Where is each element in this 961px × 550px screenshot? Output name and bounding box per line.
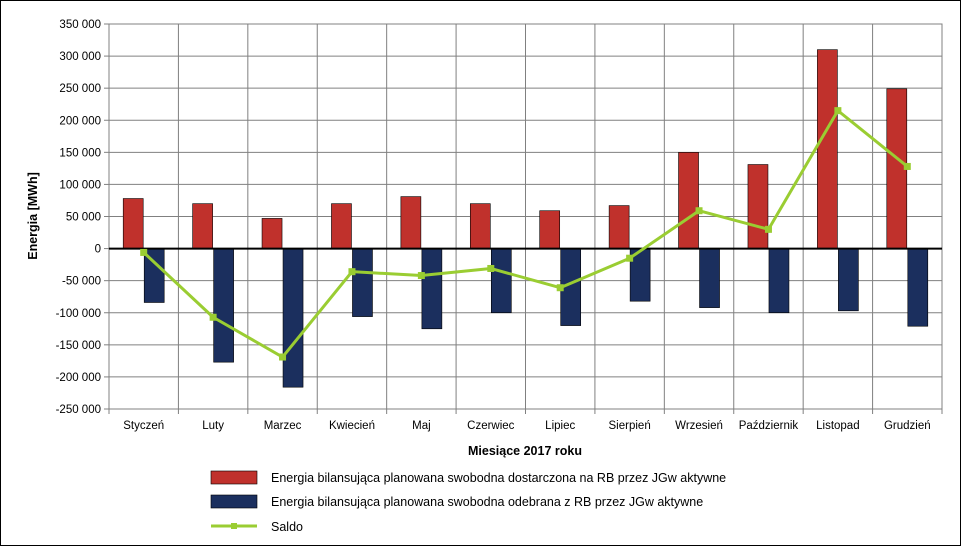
x-tick-label: Maj bbox=[412, 420, 431, 432]
bar-delivered bbox=[608, 205, 630, 249]
bar-delivered bbox=[192, 203, 213, 249]
legend: Energia bilansująca planowana swobodna d… bbox=[210, 470, 726, 534]
bar-received bbox=[282, 248, 304, 388]
y-tick-label: 300 000 bbox=[59, 51, 101, 63]
x-tick-label: Kwiecień bbox=[329, 420, 375, 432]
y-tick-label: 250 000 bbox=[59, 83, 101, 95]
y-axis-title: Energia [MWh] bbox=[26, 172, 40, 260]
x-tick-label: Sierpień bbox=[609, 420, 651, 432]
legend-item-delivered: Energia bilansująca planowana swobodna d… bbox=[210, 470, 726, 485]
saldo-point bbox=[834, 107, 842, 115]
bar-received bbox=[490, 248, 512, 314]
x-tick-label: Luty bbox=[202, 420, 224, 432]
saldo-point bbox=[764, 225, 772, 233]
bar-received bbox=[907, 248, 929, 327]
bar-delivered bbox=[400, 196, 422, 249]
x-tick-label: Październik bbox=[739, 420, 799, 432]
x-tick-label: Listopad bbox=[816, 420, 859, 432]
bar-delivered bbox=[331, 203, 352, 249]
saldo-point bbox=[626, 254, 634, 262]
legend-swatch-received bbox=[210, 494, 258, 509]
y-tick-label: 0 bbox=[95, 244, 101, 256]
bar-delivered bbox=[747, 164, 769, 249]
saldo-point bbox=[556, 284, 564, 292]
saldo-point bbox=[209, 313, 217, 321]
x-tick-label: Grudzień bbox=[884, 420, 931, 432]
y-tick-label: 350 000 bbox=[59, 19, 101, 31]
bar-delivered bbox=[678, 152, 699, 249]
saldo-point bbox=[487, 264, 495, 272]
saldo-point bbox=[695, 207, 703, 215]
saldo-point bbox=[417, 272, 425, 280]
x-tick-label: Wrzesień bbox=[675, 420, 723, 432]
bar-delivered bbox=[817, 49, 838, 249]
y-tick-label: -150 000 bbox=[56, 340, 101, 352]
x-tick-labels: Styczeń Luty Marzec Kwiecień Maj Czerwiec Lipi… bbox=[123, 420, 930, 432]
legend-label-delivered: Energia bilansująca planowana swobodna d… bbox=[271, 471, 726, 485]
legend-marker-saldo bbox=[231, 523, 237, 529]
gridlines bbox=[104, 23, 943, 414]
bar-received bbox=[213, 248, 234, 363]
y-tick-label: 200 000 bbox=[59, 115, 101, 127]
bar-delivered bbox=[539, 210, 561, 249]
saldo-polyline bbox=[142, 109, 909, 359]
legend-item-received: Energia bilansująca planowana swobodna o… bbox=[210, 494, 703, 509]
x-tick-label: Styczeń bbox=[123, 420, 164, 432]
y-tick-label: -100 000 bbox=[56, 308, 101, 320]
legend-item-saldo: Saldo bbox=[211, 520, 303, 534]
bar-received bbox=[838, 248, 859, 312]
bar-delivered bbox=[122, 198, 144, 249]
y-tick-label: 50 000 bbox=[66, 212, 101, 224]
bar-received bbox=[768, 248, 790, 314]
saldo-point bbox=[348, 268, 356, 276]
bar-received bbox=[352, 248, 373, 317]
y-tick-label: -250 000 bbox=[56, 404, 101, 416]
saldo-point bbox=[903, 162, 911, 170]
bar-received bbox=[421, 248, 443, 330]
saldo-point bbox=[140, 248, 148, 256]
saldo-line bbox=[140, 107, 911, 361]
y-tick-label: -50 000 bbox=[62, 276, 101, 288]
x-axis-title: Miesiące 2017 roku bbox=[468, 444, 582, 458]
bar-received bbox=[699, 248, 720, 308]
y-tick-label: 100 000 bbox=[59, 179, 101, 191]
y-tick-labels: 350 000 300 000 250 000 200 000 150 000 100 0… bbox=[56, 19, 101, 416]
bar-delivered bbox=[261, 218, 283, 249]
saldo-point bbox=[279, 353, 287, 361]
legend-label-received: Energia bilansująca planowana swobodna o… bbox=[271, 495, 703, 509]
bar-delivered bbox=[469, 203, 491, 249]
legend-swatch-delivered bbox=[210, 470, 258, 485]
y-tick-label: 150 000 bbox=[59, 147, 101, 159]
x-tick-label: Marzec bbox=[264, 420, 302, 432]
x-tick-label: Lipiec bbox=[545, 420, 575, 432]
x-tick-label: Czerwiec bbox=[467, 420, 515, 432]
legend-label-saldo: Saldo bbox=[271, 520, 303, 534]
y-tick-label: -200 000 bbox=[56, 372, 101, 384]
